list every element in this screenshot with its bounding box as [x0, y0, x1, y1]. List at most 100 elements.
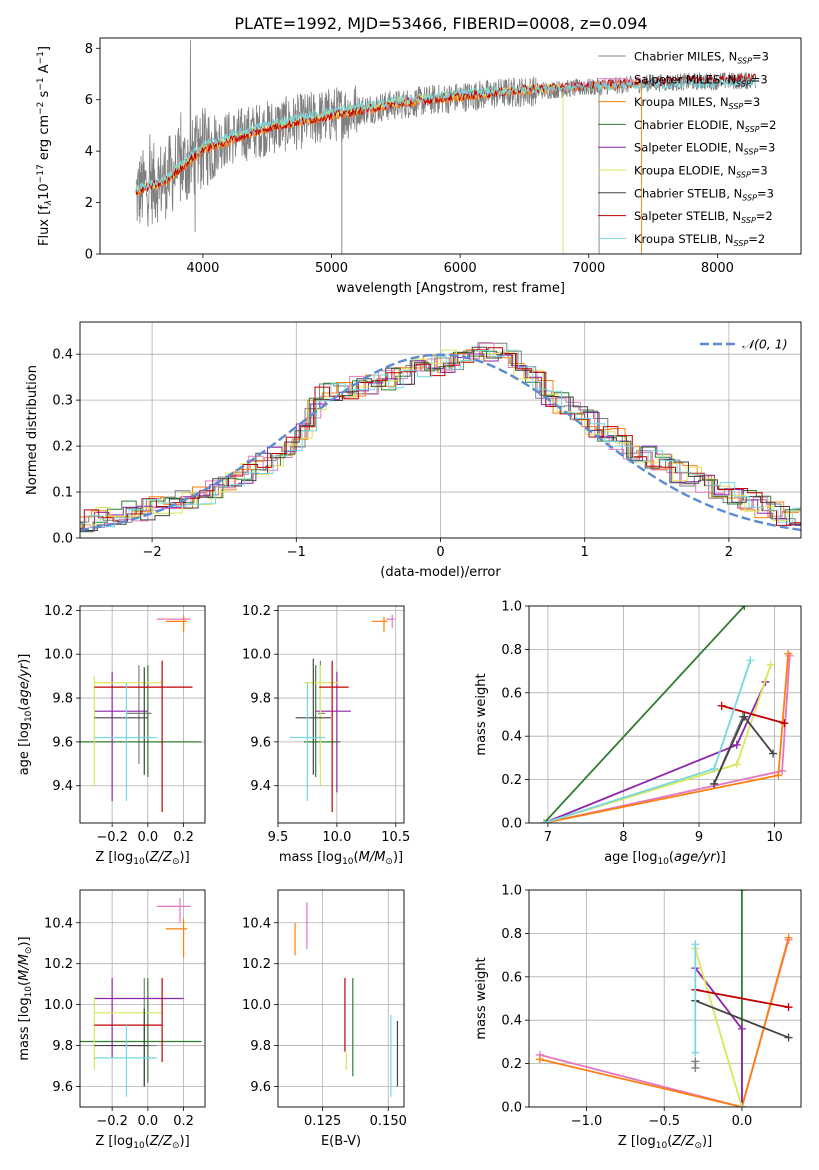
errorbar-kroupa-stelib — [94, 682, 157, 802]
y-tick-label: 10.2 — [44, 957, 73, 972]
plot-area-weight-vs-Z — [529, 890, 801, 1107]
y-tick-label: 2 — [85, 196, 93, 211]
x-tick-label: 10.0 — [322, 830, 351, 845]
x-tick-label: 0.125 — [304, 1114, 341, 1129]
weight-line — [543, 606, 745, 823]
weight-marker — [691, 1048, 700, 1057]
y-tick-label: 10.2 — [44, 604, 73, 619]
y-axis-label: Normed distribution — [25, 365, 40, 495]
weight-line — [694, 999, 789, 1039]
errorbar-chabrier-stelib — [94, 1008, 148, 1087]
x-tick-label: −0.2 — [96, 830, 128, 845]
histogram-salpeter-miles — [80, 342, 801, 528]
x-tick-label: 10 — [766, 830, 783, 845]
x-axis-label: Z [log10(Z/Z⊙)] — [95, 1134, 189, 1151]
axes-frame — [528, 605, 802, 824]
errorbar-chabrier-stelib — [295, 658, 331, 775]
plot-area-mass-vs-EBV — [278, 890, 404, 1107]
errorbar-chabrier-elodie — [303, 665, 341, 777]
y-tick-label: 9.8 — [52, 1039, 73, 1054]
errorbar-chabrier-miles — [318, 660, 326, 764]
x-axis-label: (data-model)/error — [380, 565, 501, 580]
y-tick-label: 9.6 — [52, 1080, 73, 1095]
plot-area-spectrum — [135, 39, 757, 254]
y-axis-label: mass weight — [474, 673, 489, 755]
legend-label: Salpeter ELODIE, NSSP=3 — [634, 141, 775, 157]
weight-line — [695, 988, 789, 1009]
histogram-salpeter-elodie — [80, 353, 801, 534]
y-tick-label: 4 — [85, 145, 93, 160]
legend: 𝒩(0, 1) — [700, 337, 788, 352]
y-tick-label: 0 — [85, 248, 93, 263]
weight-marker — [737, 1024, 746, 1033]
weight-marker — [710, 764, 719, 773]
weight-marker — [784, 1033, 793, 1042]
axes-mass-vs-Z: −0.2 0.0 0.2 9.6 9.8 10.0 10.2 10.4 Z [log10(Z/Z… — [17, 889, 206, 1151]
weight-marker — [710, 779, 719, 788]
axes-age-vs-Z: −0.2 0.0 0.2 9.4 9.6 9.8 10.0 10.2 Z [log10(Z/Z⊙… — [17, 604, 206, 867]
y-tick-label: 0.4 — [52, 348, 73, 363]
weight-line — [539, 937, 790, 1107]
legend-label: Kroupa MILES, NSSP=3 — [634, 95, 760, 111]
y-tick-label: 10.4 — [44, 916, 73, 931]
y-tick-label: 10.2 — [242, 957, 271, 972]
histogram-kroupa-miles — [80, 349, 801, 519]
y-tick-label: 1.0 — [501, 884, 522, 899]
weight-marker — [769, 749, 778, 758]
y-tick-label: 0.2 — [52, 440, 73, 455]
weight-marker — [784, 933, 793, 942]
weight-marker — [784, 649, 793, 658]
errorbar-kroupa-elodie — [303, 665, 340, 786]
x-axis-label: Z [log10(Z/Z⊙)] — [618, 1134, 712, 1151]
x-axis-label: Z [log10(Z/Z⊙)] — [95, 850, 189, 867]
x-axis-label: mass [log10(M/M⊙)] — [279, 850, 403, 867]
weight-line — [721, 704, 785, 725]
y-tick-label: 9.6 — [250, 735, 271, 750]
plot-area-mass-vs-Z — [80, 890, 205, 1107]
model-line-salpeter-stelib — [135, 72, 757, 196]
x-tick-label: 8000 — [701, 261, 734, 276]
x-tick-label: −2 — [143, 545, 162, 560]
y-axis-label: Flux [fλ10−17 erg cm−2 s−1 A−1] — [36, 46, 54, 246]
errorbar-kroupa-miles — [165, 918, 188, 958]
legend-label: 𝒩(0, 1) — [742, 337, 788, 352]
y-tick-label: 9.8 — [52, 692, 73, 707]
x-axis-label: wavelength [Angstrom, rest frame] — [336, 281, 565, 296]
weight-line-kroupa-stelib — [691, 940, 700, 1057]
histogram-chabrier-stelib — [80, 346, 801, 531]
weight-marker — [691, 1057, 700, 1066]
weight-marker — [774, 771, 783, 780]
plot-area-age-vs-Z — [80, 606, 205, 823]
legend-label: Chabrier MILES, NSSP=3 — [634, 50, 769, 66]
y-tick-label: 10.0 — [242, 998, 271, 1013]
legend-label: Kroupa STELIB, NSSP=2 — [634, 232, 765, 248]
x-axis-label: age [log10(age/yr)] — [604, 850, 726, 867]
observed-spectrum-line — [135, 39, 757, 232]
weight-marker — [746, 656, 755, 665]
y-tick-label: 9.8 — [250, 692, 271, 707]
errorbar-chabrier-elodie — [80, 978, 202, 1083]
y-tick-label: 10.0 — [44, 998, 73, 1013]
x-tick-label: 9 — [695, 830, 703, 845]
y-tick-label: 9.4 — [250, 779, 271, 794]
x-tick-label: 6000 — [444, 261, 477, 276]
x-tick-label: 7 — [544, 830, 552, 845]
x-tick-label: 4000 — [186, 261, 219, 276]
x-tick-label: 0 — [436, 545, 444, 560]
x-tick-label: 1 — [581, 545, 589, 560]
errorbar-kroupa-stelib — [289, 682, 326, 802]
errorbar-salpeter-stelib — [94, 978, 163, 1062]
axes-frame — [79, 605, 206, 824]
weight-marker — [732, 760, 741, 769]
errorbar-chabrier-stelib — [94, 667, 148, 775]
x-tick-label: −0.2 — [96, 1114, 128, 1129]
y-tick-label: 0.2 — [501, 773, 522, 788]
axes-weight-vs-age: 7 8 9 10 0.0 0.2 0.4 0.6 0.8 1.0 age [log10(age/yr… — [474, 600, 802, 867]
errorbar-chabrier-elodie — [80, 665, 202, 777]
axes-frame — [99, 37, 802, 255]
y-tick-label: 10.0 — [44, 648, 73, 663]
weight-line-salpeter-elodie — [691, 964, 746, 1107]
axes-residuals: −2 −1 0 1 2 0.0 0.1 0.2 0.3 0.4 (data-model)/error… — [25, 321, 802, 580]
weight-line — [543, 653, 790, 823]
legend: Chabrier MILES, NSSP=3 Salpeter MILES, NS… — [598, 50, 776, 248]
